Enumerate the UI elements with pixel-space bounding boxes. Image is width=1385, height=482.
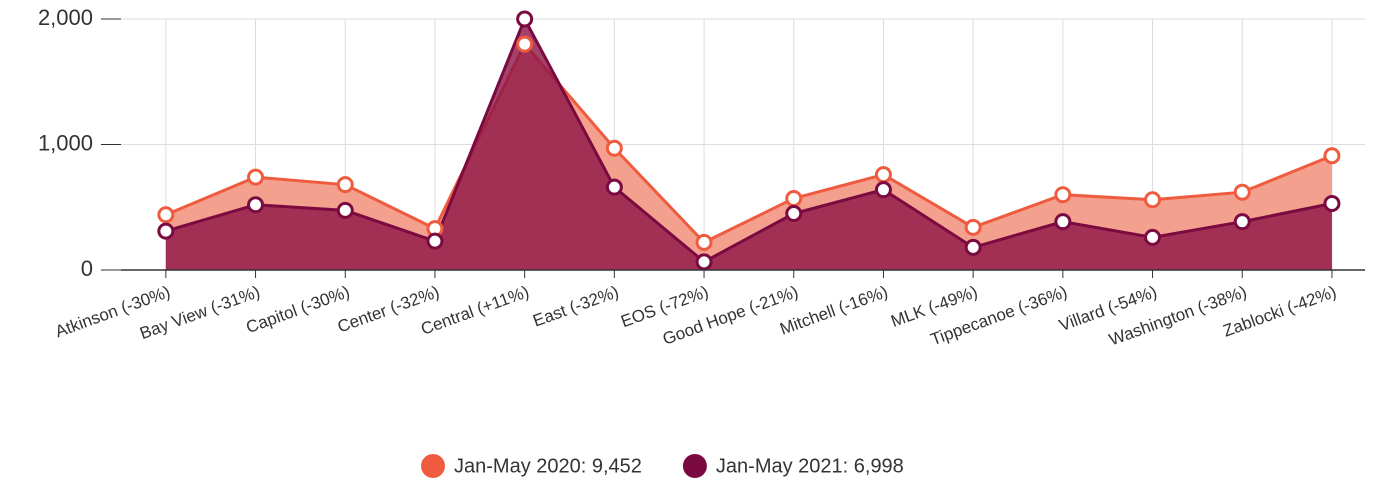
point [785, 205, 803, 223]
point [1323, 147, 1341, 165]
point [247, 196, 265, 214]
point [1144, 228, 1162, 246]
point [695, 233, 713, 251]
point [874, 166, 892, 184]
legend-swatch [421, 454, 445, 478]
line [165, 41, 1333, 245]
y-tick-label: 2,000 [38, 5, 93, 30]
point [336, 176, 354, 194]
point [157, 222, 175, 240]
point [426, 232, 444, 250]
legend-label: Jan-May 2021: 6,998 [716, 455, 904, 477]
point [1054, 186, 1072, 204]
point [1233, 183, 1251, 201]
point [336, 201, 354, 219]
point [695, 253, 713, 271]
line [165, 15, 1333, 264]
point [785, 189, 803, 207]
y-tick-label: 1,000 [38, 130, 93, 155]
point [1233, 213, 1251, 231]
point [516, 10, 534, 28]
point [964, 238, 982, 256]
point [874, 181, 892, 199]
point [1144, 191, 1162, 209]
x-tick-label: Capitol (-30%) [244, 282, 353, 337]
area [165, 19, 1332, 270]
point [964, 218, 982, 236]
point [247, 168, 265, 186]
point [605, 139, 623, 157]
point [605, 178, 623, 196]
legend-swatch [682, 454, 707, 478]
legend-label: Jan-May 2020: 9,452 [454, 455, 642, 477]
point [516, 35, 534, 53]
point [1054, 213, 1072, 231]
x-tick-label: East (-32%) [530, 282, 621, 331]
point [157, 206, 175, 224]
y-tick-label: 0 [81, 256, 93, 281]
point [1323, 194, 1341, 212]
